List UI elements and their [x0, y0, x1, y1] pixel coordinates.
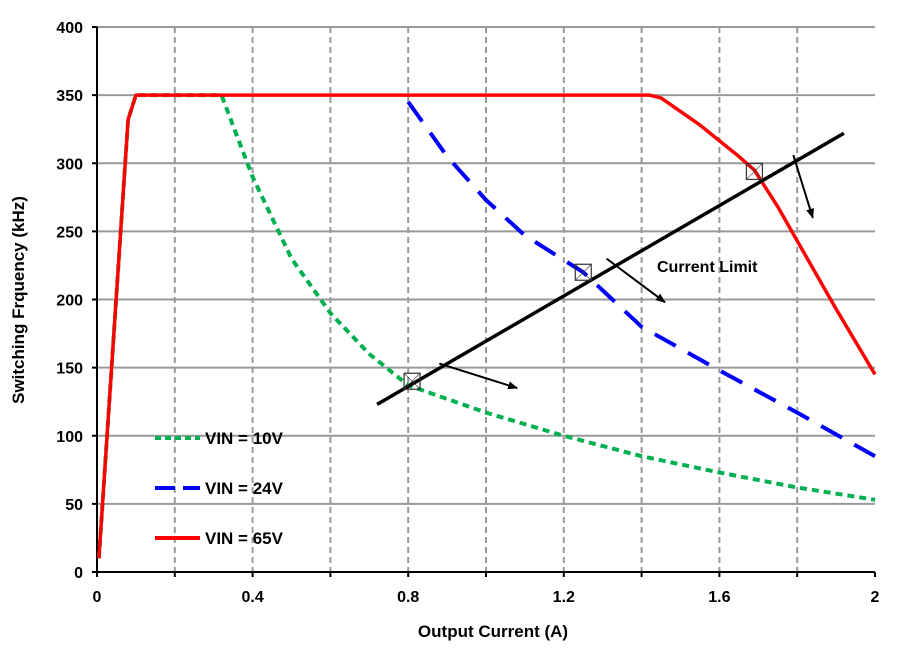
x-tick-label: 0.4 — [241, 589, 263, 606]
intersection-marker — [403, 372, 421, 390]
axes: 0 50 100 150 200 250 300 350 400 0 0.4 0.8 1.2 1.6 2 — [56, 20, 879, 606]
y-tick-label: 400 — [56, 20, 83, 37]
annotations — [376, 131, 845, 406]
intersection-cross — [403, 373, 421, 390]
legend: VIN = 10V VIN = 24V VIN = 65V — [155, 429, 284, 548]
y-tick-label: 200 — [56, 293, 83, 310]
x-axis-label: Output Current (A) — [418, 622, 568, 641]
y-tick-label: 150 — [56, 361, 83, 378]
x-tick-label: 2 — [871, 589, 880, 606]
y-tick-label: 350 — [56, 88, 83, 105]
direction-arrow — [439, 362, 519, 390]
series-line-3 — [97, 93, 877, 559]
intersection-cross — [575, 264, 592, 281]
intersection-marker — [745, 162, 764, 181]
grid — [97, 26, 875, 572]
current-limit-line — [376, 131, 845, 406]
legend-label: VIN = 65V — [205, 529, 284, 548]
intersection-cross — [746, 163, 763, 180]
direction-arrow — [605, 257, 666, 304]
y-tick-label: 250 — [56, 224, 83, 241]
y-tick-label: 0 — [74, 565, 83, 582]
x-tick-label: 0 — [93, 589, 102, 606]
x-tick-label: 1.2 — [553, 589, 575, 606]
direction-arrow — [792, 154, 814, 219]
intersection-marker — [574, 263, 592, 281]
x-tick-label: 0.8 — [397, 589, 419, 606]
current-limit-label: Current Limit — [657, 259, 758, 276]
y-tick-label: 100 — [56, 429, 83, 446]
legend-label: VIN = 10V — [205, 429, 284, 448]
y-axis-label: Switching Frquency (kHz) — [9, 196, 28, 404]
y-tick-label: 300 — [56, 156, 83, 173]
y-tick-label: 50 — [65, 497, 83, 514]
legend-label: VIN = 24V — [205, 479, 284, 498]
x-tick-label: 1.6 — [708, 589, 730, 606]
